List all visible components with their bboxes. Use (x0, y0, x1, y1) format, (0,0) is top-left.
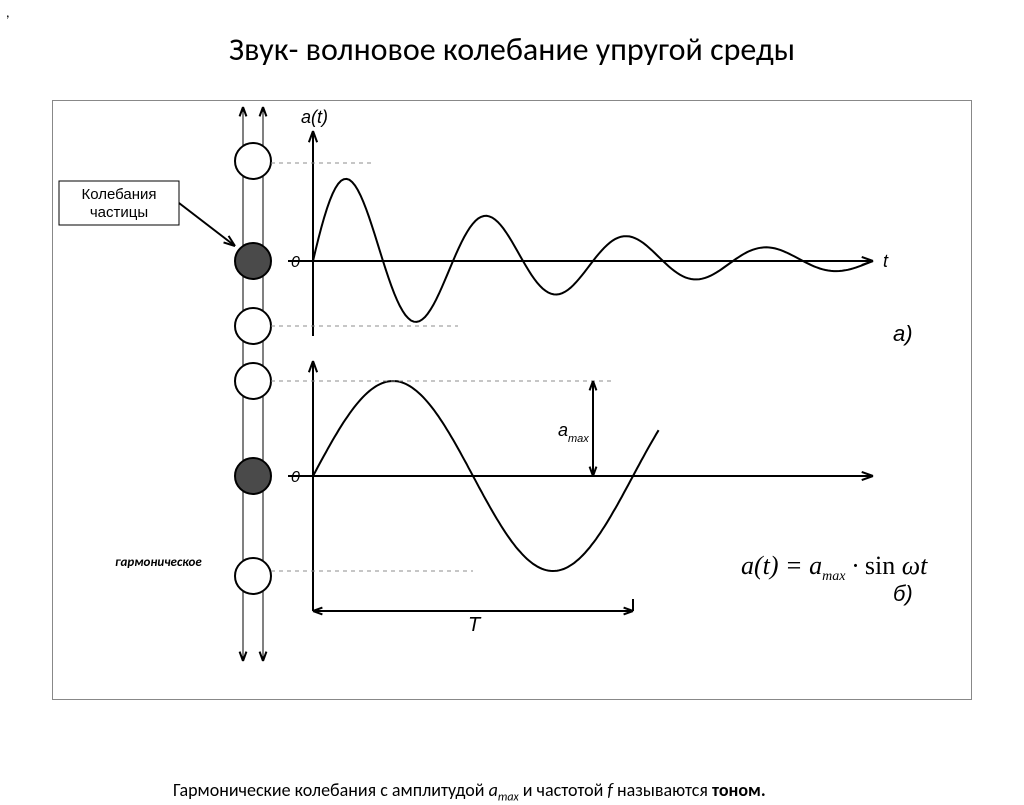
caption-tail: называются (613, 779, 712, 801)
formula-sin: sin (865, 551, 902, 580)
svg-text:t: t (883, 251, 889, 271)
svg-text:0: 0 (291, 469, 300, 486)
page-title: Звук- волновое колебание упругой среды (0, 30, 1024, 69)
formula-lhs-t: (t) (754, 551, 779, 580)
svg-text:0: 0 (291, 254, 300, 271)
corner-mark: , (6, 4, 10, 21)
formula-amax-a: a (809, 551, 822, 580)
formula-lhs-a: a (741, 551, 754, 580)
svg-text:max: max (568, 433, 589, 445)
formula-dot: · (845, 551, 865, 580)
svg-text:T: T (468, 614, 482, 636)
caption-amp-sub: max (498, 791, 519, 805)
caption-bold: тоном. (712, 779, 766, 801)
caption: Гармонические колебания с амплитудой аma… (173, 779, 766, 805)
diagram-frame: Колебаниячастицыa(t)00tа)б)Tamax гармони… (52, 100, 972, 700)
harmonic-label: гармоническое (115, 555, 202, 570)
formula-omega: ω (902, 551, 920, 580)
svg-text:Колебания: Колебания (81, 186, 156, 203)
caption-amp: а (489, 779, 498, 801)
caption-prefix: Гармонические колебания с амплитудой (173, 779, 489, 801)
caption-mid: и частотой (519, 779, 608, 801)
diagram-svg: Колебаниячастицыa(t)00tа)б)Tamax (53, 101, 973, 671)
formula: a(t) = amax · sin ωt (741, 551, 927, 585)
formula-eq: = (779, 551, 810, 580)
svg-text:а): а) (893, 321, 913, 346)
formula-amax-sub: max (822, 569, 845, 584)
formula-t: t (920, 551, 927, 580)
svg-text:a: a (558, 420, 568, 440)
svg-text:a(t): a(t) (301, 107, 328, 127)
svg-text:частицы: частицы (90, 204, 148, 221)
